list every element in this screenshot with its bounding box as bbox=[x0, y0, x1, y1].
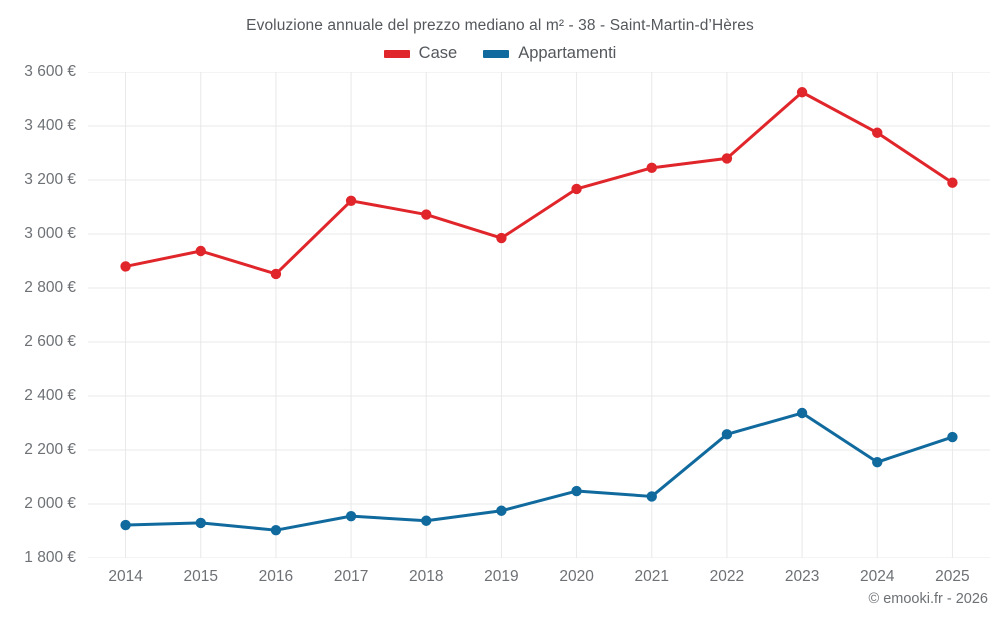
data-point bbox=[721, 429, 733, 440]
data-point bbox=[872, 127, 883, 138]
x-axis-tick-label: 2022 bbox=[709, 568, 745, 585]
data-point bbox=[195, 517, 206, 529]
footer-credit: © emooki.fr - 2026 bbox=[868, 591, 988, 607]
data-point bbox=[796, 407, 808, 419]
x-axis-tick-label: 2023 bbox=[784, 568, 820, 585]
data-point bbox=[270, 268, 282, 280]
legend-swatch-icon-appartamenti bbox=[483, 49, 510, 58]
data-point bbox=[646, 162, 657, 174]
x-axis-tick-label: 2021 bbox=[634, 568, 669, 585]
x-axis-tick-label: 2017 bbox=[333, 568, 369, 585]
x-axis-tick-label: 2016 bbox=[258, 568, 294, 585]
x-axis-tick-label: 2024 bbox=[860, 568, 895, 585]
y-axis-tick-label: 2 800 € bbox=[24, 279, 76, 296]
chart-title: Evoluzione annuale del prezzo mediano al… bbox=[246, 17, 754, 34]
data-point bbox=[120, 261, 131, 272]
data-point bbox=[947, 431, 958, 443]
plot-area: 1 800 € 2 000 € 2 200 € 2 400 € 2 600 € 2 800… bbox=[24, 63, 990, 585]
data-point bbox=[646, 491, 657, 502]
y-axis-tick-label: 3 000 € bbox=[24, 225, 76, 242]
x-axis-tick-label: 2015 bbox=[183, 568, 218, 585]
plot-canvas bbox=[88, 72, 990, 558]
data-point bbox=[421, 209, 432, 220]
legend-item-appartamenti[interactable]: Appartamenti bbox=[483, 44, 616, 63]
x-axis-tick-label: 2014 bbox=[108, 568, 143, 585]
legend-label-case: Case bbox=[418, 44, 458, 62]
data-point bbox=[421, 515, 432, 526]
x-axis-tick-label: 2020 bbox=[559, 568, 594, 585]
data-point bbox=[345, 195, 357, 206]
data-point bbox=[872, 456, 883, 468]
data-point bbox=[721, 153, 733, 164]
data-point bbox=[571, 183, 582, 195]
x-axis-tick-label: 2019 bbox=[484, 568, 519, 585]
legend-item-case[interactable]: Case bbox=[383, 44, 458, 63]
data-point bbox=[796, 87, 808, 98]
series-appartamenti bbox=[120, 407, 958, 536]
y-axis-tick-label: 2 400 € bbox=[24, 387, 76, 404]
data-point bbox=[496, 232, 507, 244]
data-point bbox=[496, 505, 507, 516]
y-axis-tick-label: 2 200 € bbox=[24, 441, 76, 458]
y-axis-tick-label: 3 200 € bbox=[24, 171, 76, 188]
y-axis-tick-label: 2 600 € bbox=[24, 333, 76, 350]
series-case bbox=[120, 87, 958, 280]
data-point bbox=[195, 245, 206, 257]
y-axis-tick-label: 3 400 € bbox=[24, 117, 76, 134]
grid-lines bbox=[88, 72, 990, 558]
y-axis-tick-label: 1 800 € bbox=[24, 549, 76, 566]
legend-swatch-icon-case bbox=[383, 49, 410, 58]
x-axis-tick-label: 2018 bbox=[409, 568, 444, 585]
data-point bbox=[947, 177, 958, 188]
data-point bbox=[120, 519, 131, 531]
chart-legend: Case Appartamenti bbox=[0, 44, 1000, 63]
y-axis-tick-label: 3 600 € bbox=[24, 63, 76, 80]
data-point bbox=[345, 510, 357, 522]
data-point bbox=[571, 485, 582, 497]
x-axis-tick-label: 2025 bbox=[935, 568, 970, 585]
y-axis-tick-label: 2 000 € bbox=[24, 495, 76, 512]
data-point bbox=[270, 524, 282, 536]
legend-label-appartamenti: Appartamenti bbox=[518, 44, 617, 62]
